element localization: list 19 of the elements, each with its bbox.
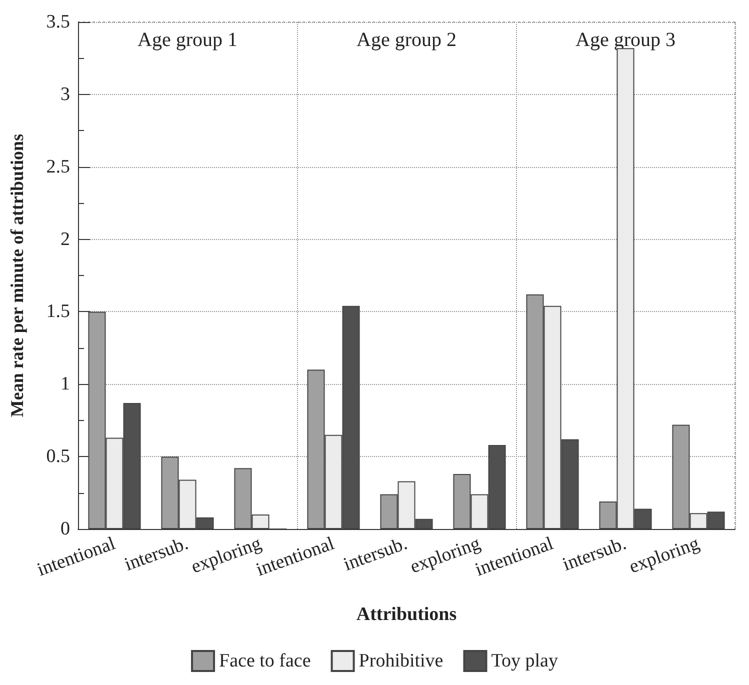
- legend-label: Prohibitive: [358, 650, 444, 672]
- y-tick-label: 1.5: [46, 301, 70, 322]
- y-tick-label: 3.5: [46, 12, 70, 32]
- y-tick-label: 2: [60, 228, 70, 250]
- legend-label: Face to face: [219, 650, 311, 672]
- annotation: Age group 3: [576, 29, 676, 51]
- annotation: Age group 1: [138, 29, 238, 51]
- x-tick-label: intersub.: [560, 533, 630, 576]
- y-axis-title: Mean rate per minute of attributions: [7, 134, 27, 418]
- x-axis-title: Attributions: [356, 604, 457, 625]
- y-tick-label: 3: [60, 84, 70, 105]
- x-tick-label: intersub.: [122, 533, 192, 576]
- y-tick-label: 2.5: [46, 156, 70, 178]
- legend-label: Toy play: [491, 650, 558, 672]
- y-tick-label: 0: [60, 518, 70, 540]
- annotation: Age group 2: [356, 29, 456, 51]
- y-tick-label: 0.5: [46, 446, 70, 468]
- x-tick-label: intersub.: [340, 533, 410, 576]
- y-tick-label: 1: [60, 374, 70, 395]
